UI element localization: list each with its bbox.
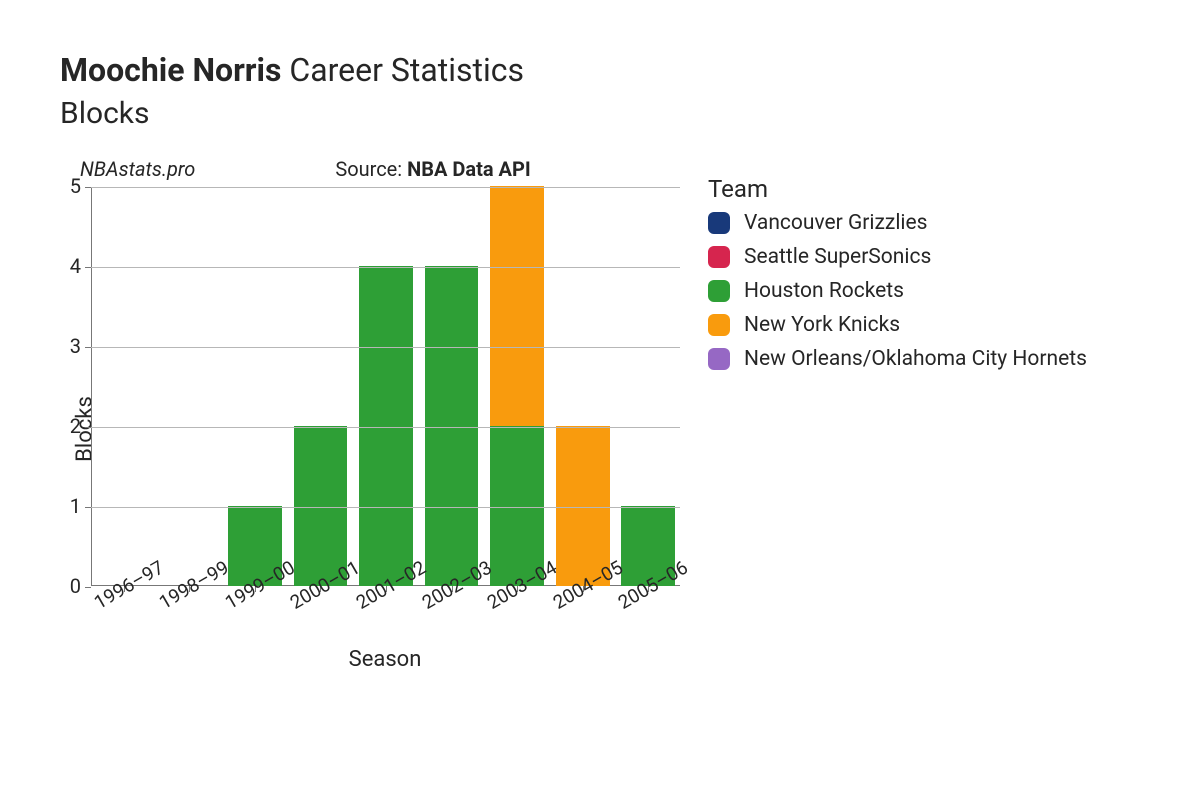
grid-line [91,347,680,348]
grid-line [91,427,680,428]
legend-item: Vancouver Grizzlies [708,211,1087,235]
bar-segment [425,266,479,586]
watermark-text: NBAstats.pro [80,157,195,181]
bar [294,186,348,586]
legend-item: Seattle SuperSonics [708,245,1087,269]
legend-swatch [708,348,730,370]
y-tick-label: 1 [70,494,91,518]
bar [162,186,216,586]
grid-line [91,187,680,188]
bar-segment [294,426,348,586]
legend-swatch [708,314,730,336]
bar-segment [359,266,413,586]
legend-item: Houston Rockets [708,279,1087,303]
legend-items: Vancouver Grizzlies Seattle SuperSonics Ho… [708,211,1087,371]
chart-subtitle: Blocks [60,96,1140,131]
legend-swatch [708,246,730,268]
grid-line [91,507,680,508]
legend: Team Vancouver Grizzlies Seattle SuperSon… [708,175,1087,381]
bar [425,186,479,586]
legend-item: New Orleans/Oklahoma City Hornets [708,347,1087,371]
bar [228,186,282,586]
y-tick-label: 5 [70,174,91,198]
y-tick-label: 2 [70,414,91,438]
bars-layer [91,187,680,586]
legend-label: New York Knicks [744,313,900,337]
plot-region: Blocks 0123451996–971998–991999–002000–0… [90,187,680,672]
source-name: NBA Data API [407,157,531,181]
y-tick-label: 3 [70,334,91,358]
x-axis-label: Season [90,647,680,672]
bar [621,186,675,586]
title-block: Moochie Norris Career Statistics Blocks [60,50,1140,131]
bar-segment [556,426,610,586]
bar [97,186,151,586]
bar [556,186,610,586]
chart-container: Moochie Norris Career Statistics Blocks … [0,0,1200,800]
title-suffix: Career Statistics [289,51,524,89]
legend-swatch [708,212,730,234]
legend-swatch [708,280,730,302]
y-tick-label: 0 [70,574,91,598]
bar-segment [490,186,544,426]
bar-segment [490,426,544,586]
legend-label: New Orleans/Oklahoma City Hornets [744,347,1087,371]
chart-title: Moochie Norris Career Statistics [60,50,1140,92]
source-prefix: Source: [335,157,407,181]
legend-item: New York Knicks [708,313,1087,337]
chart-wrap: Blocks 0123451996–971998–991999–002000–0… [60,187,1140,672]
grid-line [91,267,680,268]
player-name: Moochie Norris [60,51,281,89]
legend-label: Vancouver Grizzlies [744,211,928,235]
legend-label: Seattle SuperSonics [744,245,931,269]
source-text: Source: NBA Data API [335,157,530,181]
bar [359,186,413,586]
plot-area: 0123451996–971998–991999–002000–012001–0… [90,187,680,587]
bar [490,186,544,586]
y-tick-label: 4 [70,254,91,278]
legend-label: Houston Rockets [744,279,904,303]
legend-title: Team [708,175,1087,203]
